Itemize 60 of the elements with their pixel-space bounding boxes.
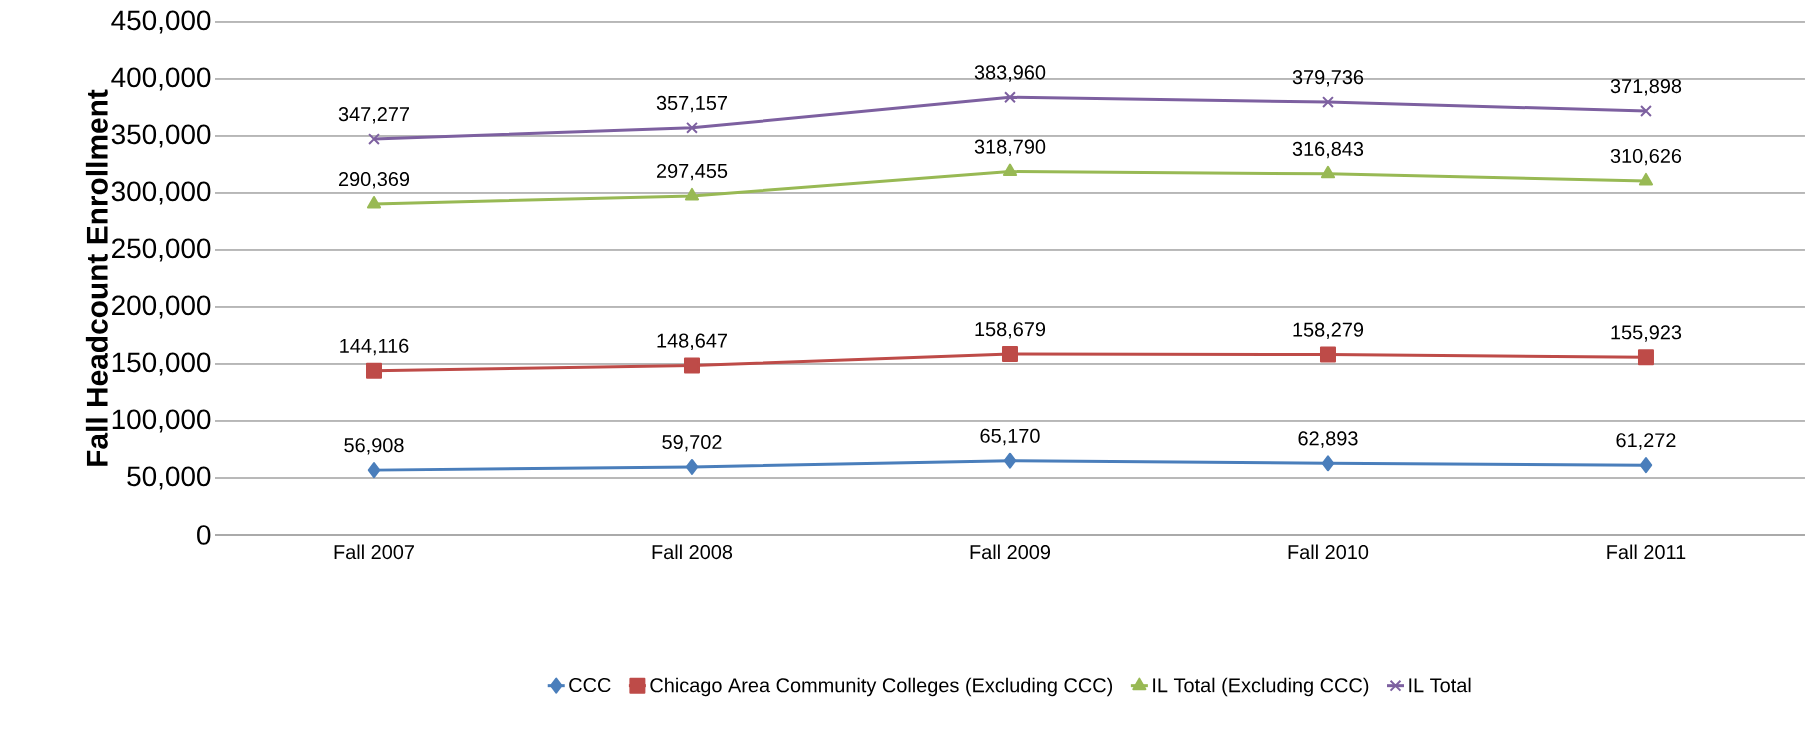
data-label: 357,157 xyxy=(656,95,727,113)
point xyxy=(686,121,698,134)
data-label: 158,679 xyxy=(975,322,1046,339)
point xyxy=(1004,91,1016,104)
point xyxy=(1637,349,1654,366)
y-tick-label: 250,000 xyxy=(112,238,211,262)
point xyxy=(1319,346,1336,363)
data-label: 379,736 xyxy=(1292,70,1364,87)
data-label: 56,908 xyxy=(344,438,404,455)
y-tick-label: 150,000 xyxy=(112,352,211,376)
point xyxy=(1321,455,1335,472)
point xyxy=(368,133,380,146)
point xyxy=(367,462,381,479)
data-label: 62,893 xyxy=(1298,431,1358,448)
x-tick-label: Fall 2010 xyxy=(1288,544,1369,560)
data-label: 158,279 xyxy=(1293,322,1364,340)
y-tick-label: 300,000 xyxy=(111,181,211,205)
data-label: 297,455 xyxy=(656,163,728,181)
point xyxy=(1640,105,1652,117)
x-tick-label: Fall 2009 xyxy=(970,544,1050,560)
data-label: 65,170 xyxy=(980,428,1040,446)
point xyxy=(1322,96,1334,109)
data-label: 310,626 xyxy=(1610,148,1682,166)
data-label: 59,702 xyxy=(662,434,722,452)
legend-label: CCC xyxy=(569,677,611,693)
y-tick-label: 100,000 xyxy=(112,409,211,433)
point xyxy=(683,357,700,374)
data-label: 290,369 xyxy=(338,172,410,189)
y-tick-label: 200,000 xyxy=(112,295,211,319)
point xyxy=(684,187,700,201)
point xyxy=(685,458,699,475)
legend-label: IL Total xyxy=(1409,677,1471,693)
y-axis-title: Fall Headcount Enrollment xyxy=(85,89,108,466)
data-label: 318,790 xyxy=(974,139,1046,157)
data-label: 316,843 xyxy=(1292,141,1364,159)
legend-label: IL Total (Excluding CCC) xyxy=(1153,677,1369,697)
data-label: 148,647 xyxy=(657,333,727,351)
y-tick-label: 450,000 xyxy=(111,10,211,34)
data-label: 155,923 xyxy=(1611,325,1682,342)
data-label: 61,272 xyxy=(1616,433,1676,450)
point xyxy=(1639,457,1653,474)
x-tick-label: Fall 2007 xyxy=(334,544,414,560)
point xyxy=(1003,452,1017,469)
point xyxy=(366,195,382,209)
point xyxy=(1320,165,1336,179)
data-label: 371,898 xyxy=(1610,79,1682,96)
legend-label: Chicago Area Community Colleges (Excluding CCC) xyxy=(650,677,1113,697)
point xyxy=(1638,172,1654,186)
point xyxy=(366,362,382,379)
y-tick-label: 0 xyxy=(197,525,211,545)
data-label: 144,116 xyxy=(340,338,409,356)
data-label: 347,277 xyxy=(338,107,409,124)
x-tick-label: Fall 2008 xyxy=(652,544,733,560)
y-tick-label: 50,000 xyxy=(127,466,211,490)
data-label: 383,960 xyxy=(974,65,1046,82)
point xyxy=(1002,163,1018,177)
point xyxy=(1001,346,1018,363)
x-tick-label: Fall 2011 xyxy=(1607,544,1686,560)
y-tick-label: 350,000 xyxy=(111,124,211,148)
y-tick-label: 400,000 xyxy=(111,67,211,91)
